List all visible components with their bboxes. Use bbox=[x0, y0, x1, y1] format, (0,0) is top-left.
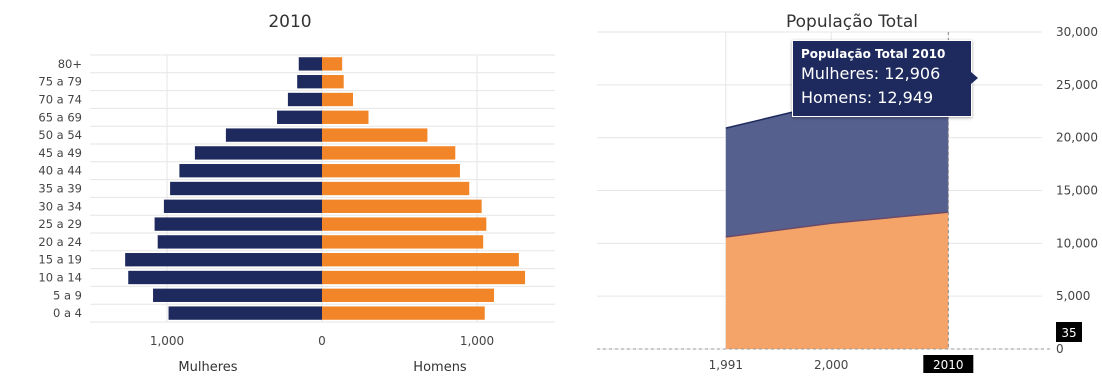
pyramid-x-tick-label: 1,000 bbox=[150, 334, 184, 348]
pyramid-bar-mulheres[interactable] bbox=[157, 235, 322, 249]
pyramid-category-label: 10 a 14 bbox=[38, 271, 82, 285]
pyramid-bars bbox=[125, 57, 526, 320]
pyramid-category-label: 30 a 34 bbox=[38, 199, 82, 213]
pyramid-bar-homens[interactable] bbox=[322, 92, 353, 107]
pyramid-category-label: 0 a 4 bbox=[53, 306, 82, 320]
area-line-homens bbox=[725, 211, 949, 238]
pyramid-x-tick-label: 1,000 bbox=[460, 334, 494, 348]
pyramid-category-label: 75 a 79 bbox=[38, 75, 82, 89]
pyramid-bar-mulheres[interactable] bbox=[163, 199, 322, 213]
crosshair-y-label: 35 bbox=[1061, 326, 1076, 340]
pyramid-category-label: 35 a 39 bbox=[38, 182, 82, 196]
crosshair-x-label-bg bbox=[923, 355, 974, 373]
pyramid-title: 2010 bbox=[268, 12, 311, 32]
pyramid-bar-homens[interactable] bbox=[322, 253, 519, 267]
tooltip-pointer bbox=[971, 72, 978, 84]
pyramid-grid bbox=[90, 54, 555, 323]
pyramid-x-tick-label: 0 bbox=[318, 334, 326, 348]
tooltip-label-mulheres: Mulheres bbox=[801, 64, 874, 83]
pyramid-bar-homens[interactable] bbox=[322, 128, 428, 142]
pyramid-category-label: 80+ bbox=[58, 57, 82, 71]
pyramid-bar-mulheres[interactable] bbox=[168, 306, 322, 320]
pyramid-bar-mulheres[interactable] bbox=[128, 270, 322, 285]
area-x-tick-labels: 1,991 2,000 2010 bbox=[709, 355, 974, 373]
tooltip-value-mulheres: 12,906 bbox=[884, 64, 941, 83]
tooltip-label-homens: Homens bbox=[801, 88, 867, 107]
area-y-tick-label: 30,000 bbox=[1056, 25, 1098, 39]
tooltip-row-homens: Homens: 12,949 bbox=[801, 88, 934, 107]
legend-mulheres[interactable]: Mulheres bbox=[178, 360, 237, 375]
pyramid-category-label: 65 a 69 bbox=[38, 110, 82, 124]
pyramid-bar-homens[interactable] bbox=[322, 270, 526, 285]
pyramid-category-label: 15 a 19 bbox=[38, 253, 82, 267]
pyramid-bar-mulheres[interactable] bbox=[154, 217, 322, 231]
pyramid-category-label: 5 a 9 bbox=[53, 288, 82, 302]
pyramid-bar-mulheres[interactable] bbox=[179, 164, 322, 178]
pyramid-bar-mulheres[interactable] bbox=[225, 128, 322, 142]
pyramid-bar-homens[interactable] bbox=[322, 75, 344, 89]
pyramid-bar-mulheres[interactable] bbox=[297, 75, 322, 89]
pyramid-bar-homens[interactable] bbox=[322, 110, 369, 124]
pyramid-bar-mulheres[interactable] bbox=[153, 288, 322, 302]
pyramid-bar-mulheres[interactable] bbox=[277, 110, 322, 124]
area-y-tick-labels: 0 5,000 10,000 15,000 20,000 25,000 30,000 bbox=[1056, 25, 1098, 356]
pyramid-bar-mulheres[interactable] bbox=[125, 253, 323, 267]
pyramid-category-label: 50 a 54 bbox=[38, 128, 82, 142]
pyramid-bar-homens[interactable] bbox=[322, 217, 487, 231]
pyramid-bar-mulheres[interactable] bbox=[298, 57, 322, 71]
legend-homens[interactable]: Homens bbox=[413, 360, 467, 375]
pyramid-category-label: 45 a 49 bbox=[38, 146, 82, 160]
pyramid-bar-homens[interactable] bbox=[322, 306, 485, 320]
area-series-homens[interactable] bbox=[725, 212, 949, 349]
tooltip: População Total 2010 Mulheres: 12,906 Ho… bbox=[792, 40, 978, 117]
crosshair-y-label-bg bbox=[1056, 322, 1082, 342]
pyramid-bar-homens[interactable] bbox=[322, 164, 460, 178]
pyramid-bar-homens[interactable] bbox=[322, 146, 456, 160]
population-pyramid-chart: 2010 80+ 75 a 79 70 a 74 65 a 69 50 a 54 45 a… bbox=[38, 12, 555, 375]
pyramid-bar-homens[interactable] bbox=[322, 288, 495, 302]
pyramid-bar-homens[interactable] bbox=[322, 235, 484, 249]
pyramid-category-label: 25 a 29 bbox=[38, 217, 82, 231]
area-y-tick-label: 0 bbox=[1056, 342, 1064, 356]
pyramid-category-labels: 80+ 75 a 79 70 a 74 65 a 69 50 a 54 45 a 49 40… bbox=[38, 57, 82, 320]
area-y-tick-label: 20,000 bbox=[1056, 131, 1098, 145]
pyramid-bar-mulheres[interactable] bbox=[194, 146, 322, 160]
pyramid-bar-mulheres[interactable] bbox=[287, 92, 322, 107]
tooltip-value-homens: 12,949 bbox=[877, 88, 934, 107]
area-title: População Total bbox=[786, 12, 918, 32]
area-y-tick-label: 5,000 bbox=[1056, 289, 1090, 303]
pyramid-x-tick-labels: 1,000 0 1,000 bbox=[150, 334, 494, 348]
area-y-tick-label: 15,000 bbox=[1056, 184, 1098, 198]
pyramid-bar-homens[interactable] bbox=[322, 181, 470, 196]
crosshair-x-label: 2010 bbox=[933, 358, 964, 372]
crosshair: 35 bbox=[597, 32, 1082, 350]
tooltip-row-mulheres: Mulheres: 12,906 bbox=[801, 64, 941, 83]
pyramid-bar-homens[interactable] bbox=[322, 57, 343, 71]
pyramid-bar-homens[interactable] bbox=[322, 199, 482, 213]
area-x-tick-label: 2,000 bbox=[814, 358, 848, 372]
pyramid-category-label: 70 a 74 bbox=[38, 93, 82, 107]
area-x-tick-label: 1,991 bbox=[709, 358, 743, 372]
pyramid-bar-mulheres[interactable] bbox=[170, 181, 322, 196]
area-y-tick-label: 25,000 bbox=[1056, 78, 1098, 92]
area-y-tick-label: 10,000 bbox=[1056, 236, 1098, 250]
pyramid-category-label: 40 a 44 bbox=[38, 164, 82, 178]
pyramid-category-label: 20 a 24 bbox=[38, 235, 82, 249]
tooltip-title: População Total 2010 bbox=[801, 47, 946, 61]
